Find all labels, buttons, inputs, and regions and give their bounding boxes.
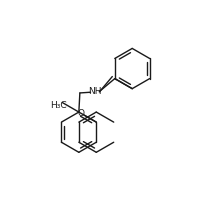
Text: NH: NH: [88, 88, 102, 96]
Text: O: O: [78, 109, 85, 118]
Text: H₃C: H₃C: [50, 101, 67, 110]
